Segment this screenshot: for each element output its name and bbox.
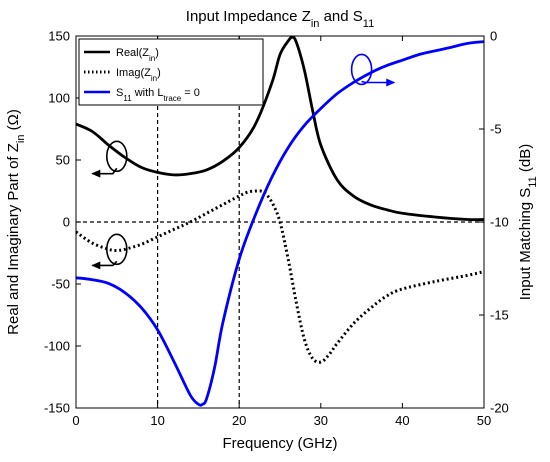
y-tick-label-right: -10 xyxy=(490,215,509,230)
y-tick-label-left: 100 xyxy=(48,91,70,106)
y-tick-label-left: -150 xyxy=(44,401,70,416)
y-tick-label-left: 50 xyxy=(56,153,70,168)
legend-label-imag: Imag(Zin) xyxy=(116,67,161,83)
x-axis-ticks: 0 10 20 30 40 50 xyxy=(72,36,491,428)
annotation-imag-arrow xyxy=(91,260,118,270)
y-axis-ticks-right: -20 -15 -10 -5 0 xyxy=(479,29,509,416)
plot-series xyxy=(75,35,485,407)
y-tick-label-left: 150 xyxy=(48,29,70,44)
y-axis-label-right: Input Matching S11 (dB) xyxy=(517,144,539,301)
legend-box xyxy=(78,38,264,106)
series-real-zin xyxy=(75,35,485,222)
annotation-real-arrow xyxy=(91,167,118,178)
y-tick-label-left: -50 xyxy=(51,277,70,292)
x-tick-label: 40 xyxy=(395,413,409,428)
series-s11 xyxy=(75,40,485,407)
annotation-s11-circle xyxy=(350,53,373,86)
y-tick-label-right: 0 xyxy=(490,29,497,44)
y-tick-label-right: -20 xyxy=(490,401,509,416)
x-axis-label: Frequency (GHz) xyxy=(222,435,337,452)
annotation-s11-arrow xyxy=(361,78,396,87)
chart-title: Input Impedance Zin and S11 xyxy=(186,8,374,30)
legend-label-s11: S11 with Ltrace = 0 xyxy=(116,87,200,103)
annotations xyxy=(91,53,396,270)
y-tick-label-left: 0 xyxy=(63,215,70,230)
legend-label-real: Real(Zin) xyxy=(116,47,159,63)
x-tick-label: 10 xyxy=(150,413,164,428)
y-tick-label-right: -5 xyxy=(490,122,502,137)
y-axis-ticks-left: -150 -100 -50 0 50 100 150 xyxy=(44,29,81,416)
y-axis-label-left: Real and Imaginary Part of Zin (Ω) xyxy=(5,109,27,335)
x-tick-label: 0 xyxy=(72,413,79,428)
y-tick-label-right: -15 xyxy=(490,308,509,323)
annotation-real-circle xyxy=(106,140,128,173)
x-tick-label: 20 xyxy=(232,413,246,428)
y-tick-label-left: -100 xyxy=(44,339,70,354)
legend: Real(Zin) Imag(Zin) S11 with Ltrace = 0 xyxy=(78,38,264,106)
x-tick-label: 30 xyxy=(314,413,328,428)
x-tick-label: 50 xyxy=(477,413,491,428)
annotation-imag-circle xyxy=(106,233,128,266)
